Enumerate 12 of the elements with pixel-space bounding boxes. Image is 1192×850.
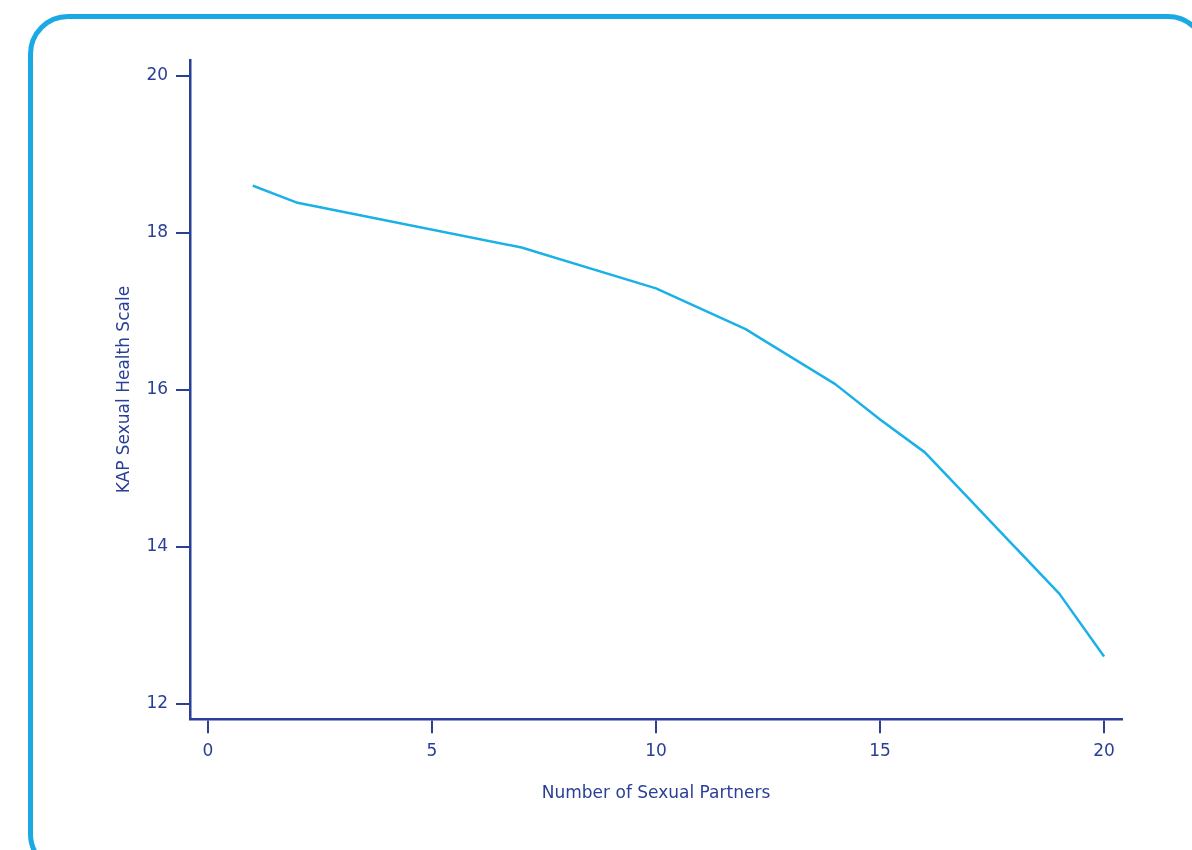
y-tick-label: 18	[146, 221, 169, 242]
x-tick-label: 0	[202, 739, 214, 760]
x-tick-label: 20	[1093, 739, 1115, 760]
x-tick-label: 5	[426, 739, 438, 760]
y-axis-title: KAP Sexual Health Scale	[112, 285, 133, 494]
x-tick-label: 15	[869, 739, 891, 760]
y-tick-label: 12	[146, 691, 169, 712]
y-tick-label: 16	[146, 378, 169, 399]
y-tick-label: 14	[146, 534, 169, 555]
y-tick-label: 20	[146, 64, 169, 85]
x-axis-title: Number of Sexual Partners	[541, 782, 771, 803]
x-tick-label: 10	[645, 739, 667, 760]
